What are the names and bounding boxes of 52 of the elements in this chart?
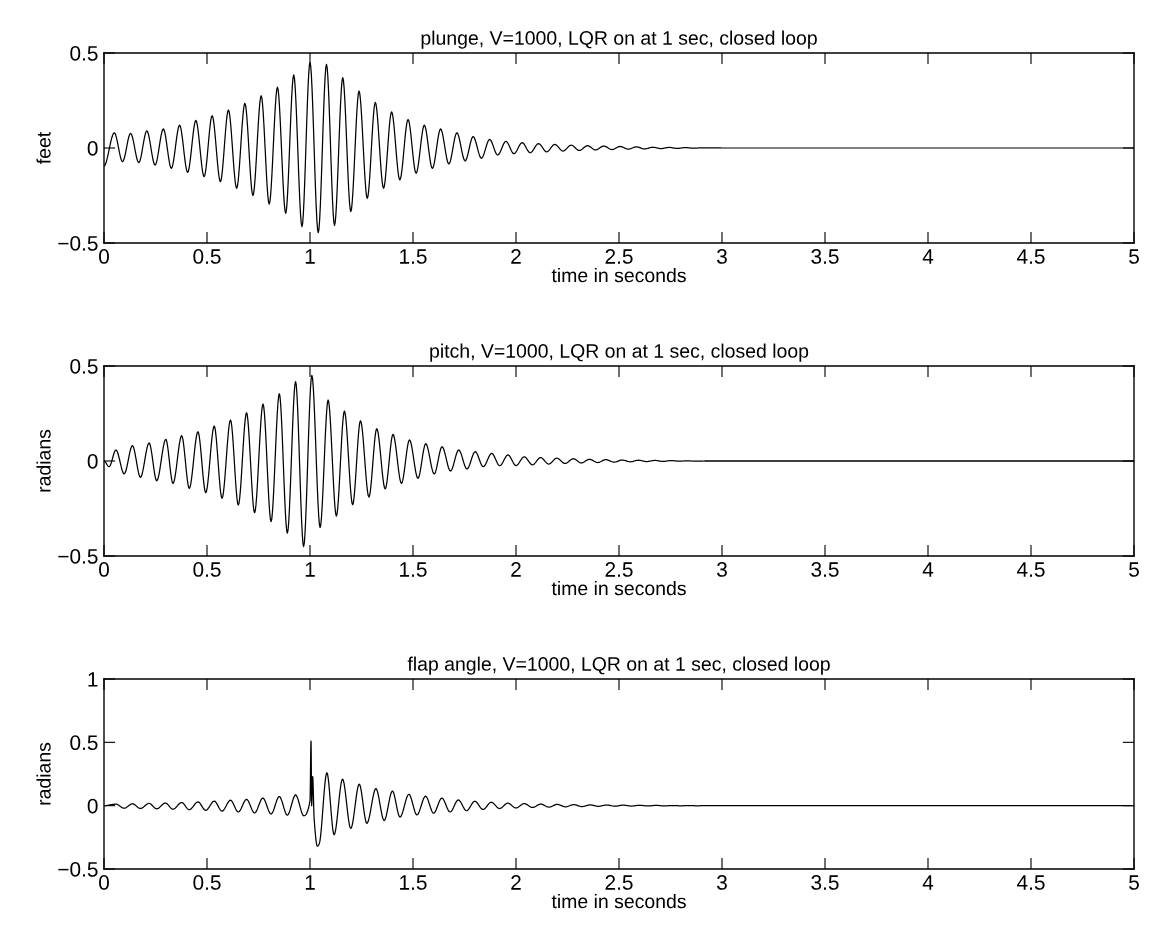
x-tick-label: 2.5 [605,249,633,264]
x-tick-label: 3.5 [811,562,839,577]
x-axis-title: time in seconds [551,893,686,909]
x-tick-label: 5 [1129,562,1139,577]
x-tick-label: 2.5 [605,562,633,577]
y-tick-label: 0 [87,454,98,469]
y-tick-label: 0.5 [70,359,98,374]
x-tick-label: 5 [1129,875,1139,890]
x-tick-label: 4 [922,875,934,890]
x-tick-label: 3.5 [811,875,839,890]
x-tick-label: 3.5 [811,249,839,264]
x-tick-label: 1.5 [400,562,427,577]
x-tick-label: 1.5 [400,875,427,890]
x-tick-label: 4.5 [1017,562,1045,577]
x-tick-label: 0 [99,875,109,890]
y-tick-label: −0.5 [58,236,98,251]
x-tick-label: 3 [717,249,727,264]
x-tick-label: 1.5 [400,249,427,264]
y-tick-label: 0 [87,798,98,814]
x-tick-label: 4.5 [1017,875,1045,890]
y-axis-title: radians [36,429,51,492]
x-tick-label: 1 [305,875,315,890]
y-tick-label: −0.5 [58,862,98,877]
y-tick-label: 0.5 [70,735,98,751]
x-tick-label: 2 [511,249,521,264]
x-tick-label: 2.5 [605,875,633,890]
x-tick-label: 4 [922,249,934,264]
x-tick-label: 0.5 [193,249,221,264]
x-axis-title: time in seconds [551,580,686,596]
x-axis-title: time in seconds [551,267,686,283]
chart-title: flap angle, V=1000, LQR on at 1 sec, closed loop [407,656,830,675]
chart-title: plunge, V=1000, LQR on at 1 sec, closed loop [421,30,817,49]
chart-title: pitch, V=1000, LQR on at 1 sec, closed loop [430,343,809,362]
x-tick-label: 4.5 [1017,249,1045,264]
x-tick-label: 2 [511,875,521,890]
y-axis-title: radians [36,742,51,805]
x-tick-label: 0 [99,249,109,264]
x-tick-label: 3 [717,875,727,890]
x-tick-label: 0 [99,562,109,577]
x-tick-label: 0.5 [193,875,221,890]
y-tick-label: 1 [88,672,98,687]
x-tick-label: 2 [511,562,521,577]
x-tick-label: 0.5 [193,562,221,577]
y-tick-label: 0.5 [70,46,98,61]
x-tick-label: 5 [1129,249,1139,264]
x-tick-label: 1 [305,562,315,577]
y-tick-label: −0.5 [58,549,98,564]
x-tick-label: 4 [922,562,934,577]
y-tick-label: 0 [87,141,98,156]
x-tick-label: 1 [305,249,315,264]
y-axis-title: feet [36,131,51,164]
x-tick-label: 3 [717,562,727,577]
